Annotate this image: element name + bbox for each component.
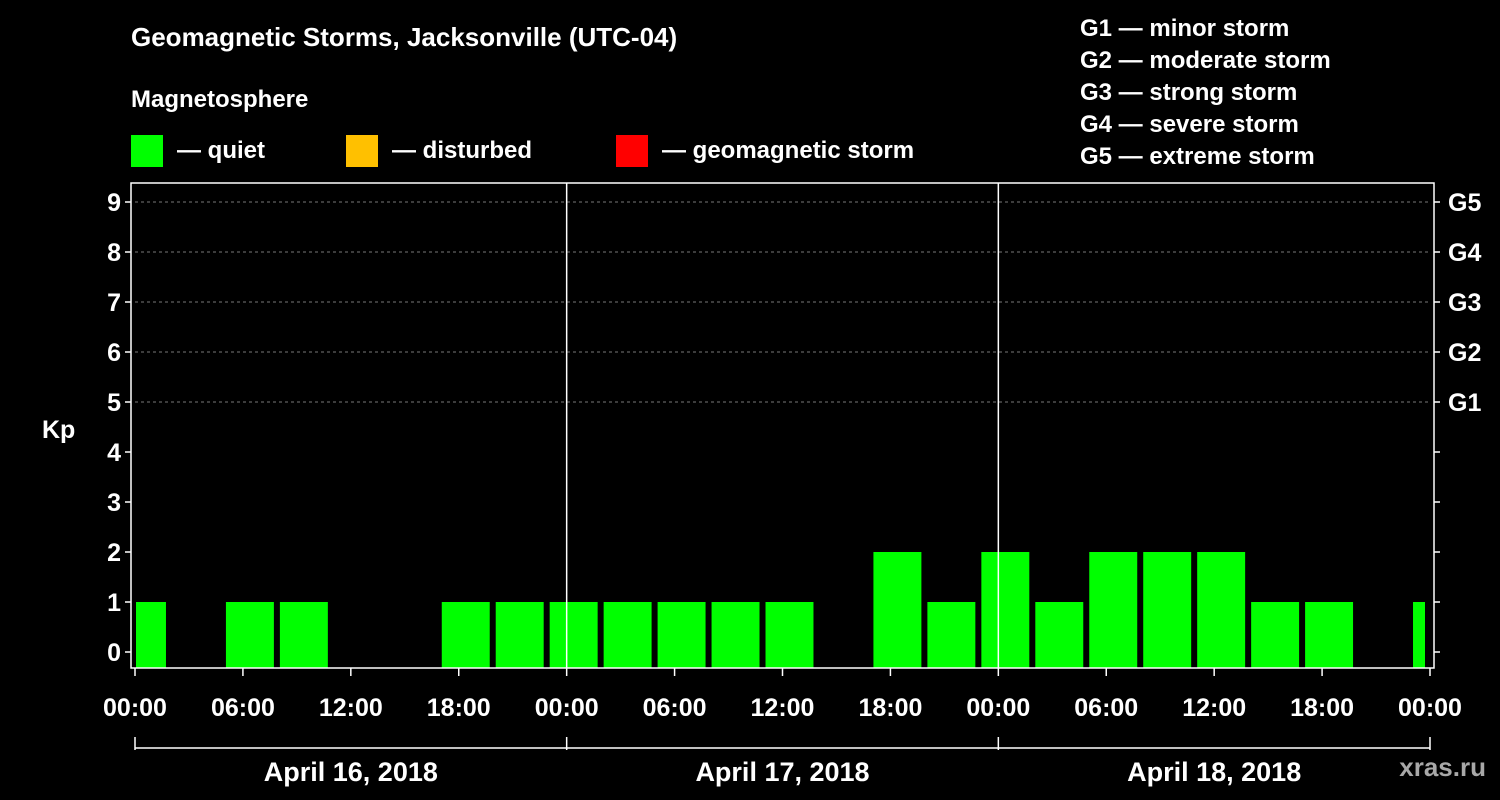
kp-bar <box>765 602 814 668</box>
gscale-g3: G3 — strong storm <box>1080 79 1298 106</box>
kp-bar <box>1035 602 1084 668</box>
kp-bar <box>225 602 274 668</box>
g-scale-label: G5 <box>1448 189 1481 217</box>
legend-item-storm: — geomagnetic storm <box>616 134 914 168</box>
kp-bar <box>1197 552 1246 668</box>
kp-bar <box>441 602 490 668</box>
kp-bar <box>981 552 1030 668</box>
kp-bar <box>495 602 544 668</box>
kp-bar <box>136 602 166 668</box>
y-tick-label: 5 <box>107 389 121 417</box>
magnetosphere-heading: Magnetosphere <box>131 86 309 113</box>
x-tick-label: 18:00 <box>427 694 491 722</box>
x-tick-label: 12:00 <box>751 694 815 722</box>
legend-label-quiet: — quiet <box>177 137 265 164</box>
x-tick-label: 00:00 <box>966 694 1030 722</box>
disturbed-swatch <box>346 135 378 167</box>
legend-label-disturbed: — disturbed <box>392 137 533 164</box>
g-scale-label: G4 <box>1448 239 1481 267</box>
y-tick-label: 1 <box>107 589 121 617</box>
y-tick-label: 9 <box>107 189 121 217</box>
kp-bar <box>1413 602 1425 668</box>
y-tick-label: 6 <box>107 339 121 367</box>
kp-bar <box>549 602 598 668</box>
x-tick-label: 12:00 <box>1182 694 1246 722</box>
y-tick-label: 4 <box>107 439 121 467</box>
kp-bar <box>1305 602 1354 668</box>
storm-swatch <box>616 135 648 167</box>
kp-bar <box>927 602 976 668</box>
legend-item-disturbed: — disturbed <box>346 134 532 168</box>
y-tick-label: 8 <box>107 239 121 267</box>
gscale-g2: G2 — moderate storm <box>1080 47 1331 74</box>
kp-bar <box>711 602 760 668</box>
y-tick-label: 2 <box>107 539 121 567</box>
y-tick-label: 3 <box>107 489 121 517</box>
kp-bar <box>1143 552 1192 668</box>
legend-item-quiet: — quiet <box>131 134 265 168</box>
x-tick-label: 06:00 <box>211 694 275 722</box>
day-label: April 16, 2018 <box>264 757 438 787</box>
kp-bar <box>657 602 706 668</box>
kp-bar <box>1251 602 1300 668</box>
x-tick-label: 18:00 <box>858 694 922 722</box>
quiet-swatch <box>131 135 163 167</box>
gscale-g4: G4 — severe storm <box>1080 111 1299 138</box>
x-tick-label: 00:00 <box>535 694 599 722</box>
x-tick-label: 06:00 <box>643 694 707 722</box>
day-label: April 18, 2018 <box>1127 757 1301 787</box>
x-tick-label: 12:00 <box>319 694 383 722</box>
legend-label-storm: — geomagnetic storm <box>662 137 915 164</box>
kp-bar <box>1089 552 1138 668</box>
y-axis-label: Kp <box>42 416 75 444</box>
chart-title: Geomagnetic Storms, Jacksonville (UTC-04… <box>131 22 678 52</box>
kp-bar <box>603 602 652 668</box>
y-tick-label: 7 <box>107 289 121 317</box>
x-tick-label: 06:00 <box>1074 694 1138 722</box>
gscale-g5: G5 — extreme storm <box>1080 143 1315 170</box>
kp-bar <box>873 552 922 668</box>
x-tick-label: 00:00 <box>103 694 167 722</box>
g-scale-label: G2 <box>1448 339 1481 367</box>
gscale-g1: G1 — minor storm <box>1080 15 1290 42</box>
g-scale-label: G3 <box>1448 289 1481 317</box>
day-label: April 17, 2018 <box>695 757 869 787</box>
y-tick-label: 0 <box>107 639 121 667</box>
x-tick-label: 18:00 <box>1290 694 1354 722</box>
kp-bar <box>279 602 328 668</box>
watermark: xras.ru <box>1399 752 1486 782</box>
g-scale-label: G1 <box>1448 389 1481 417</box>
x-tick-label: 00:00 <box>1398 694 1462 722</box>
